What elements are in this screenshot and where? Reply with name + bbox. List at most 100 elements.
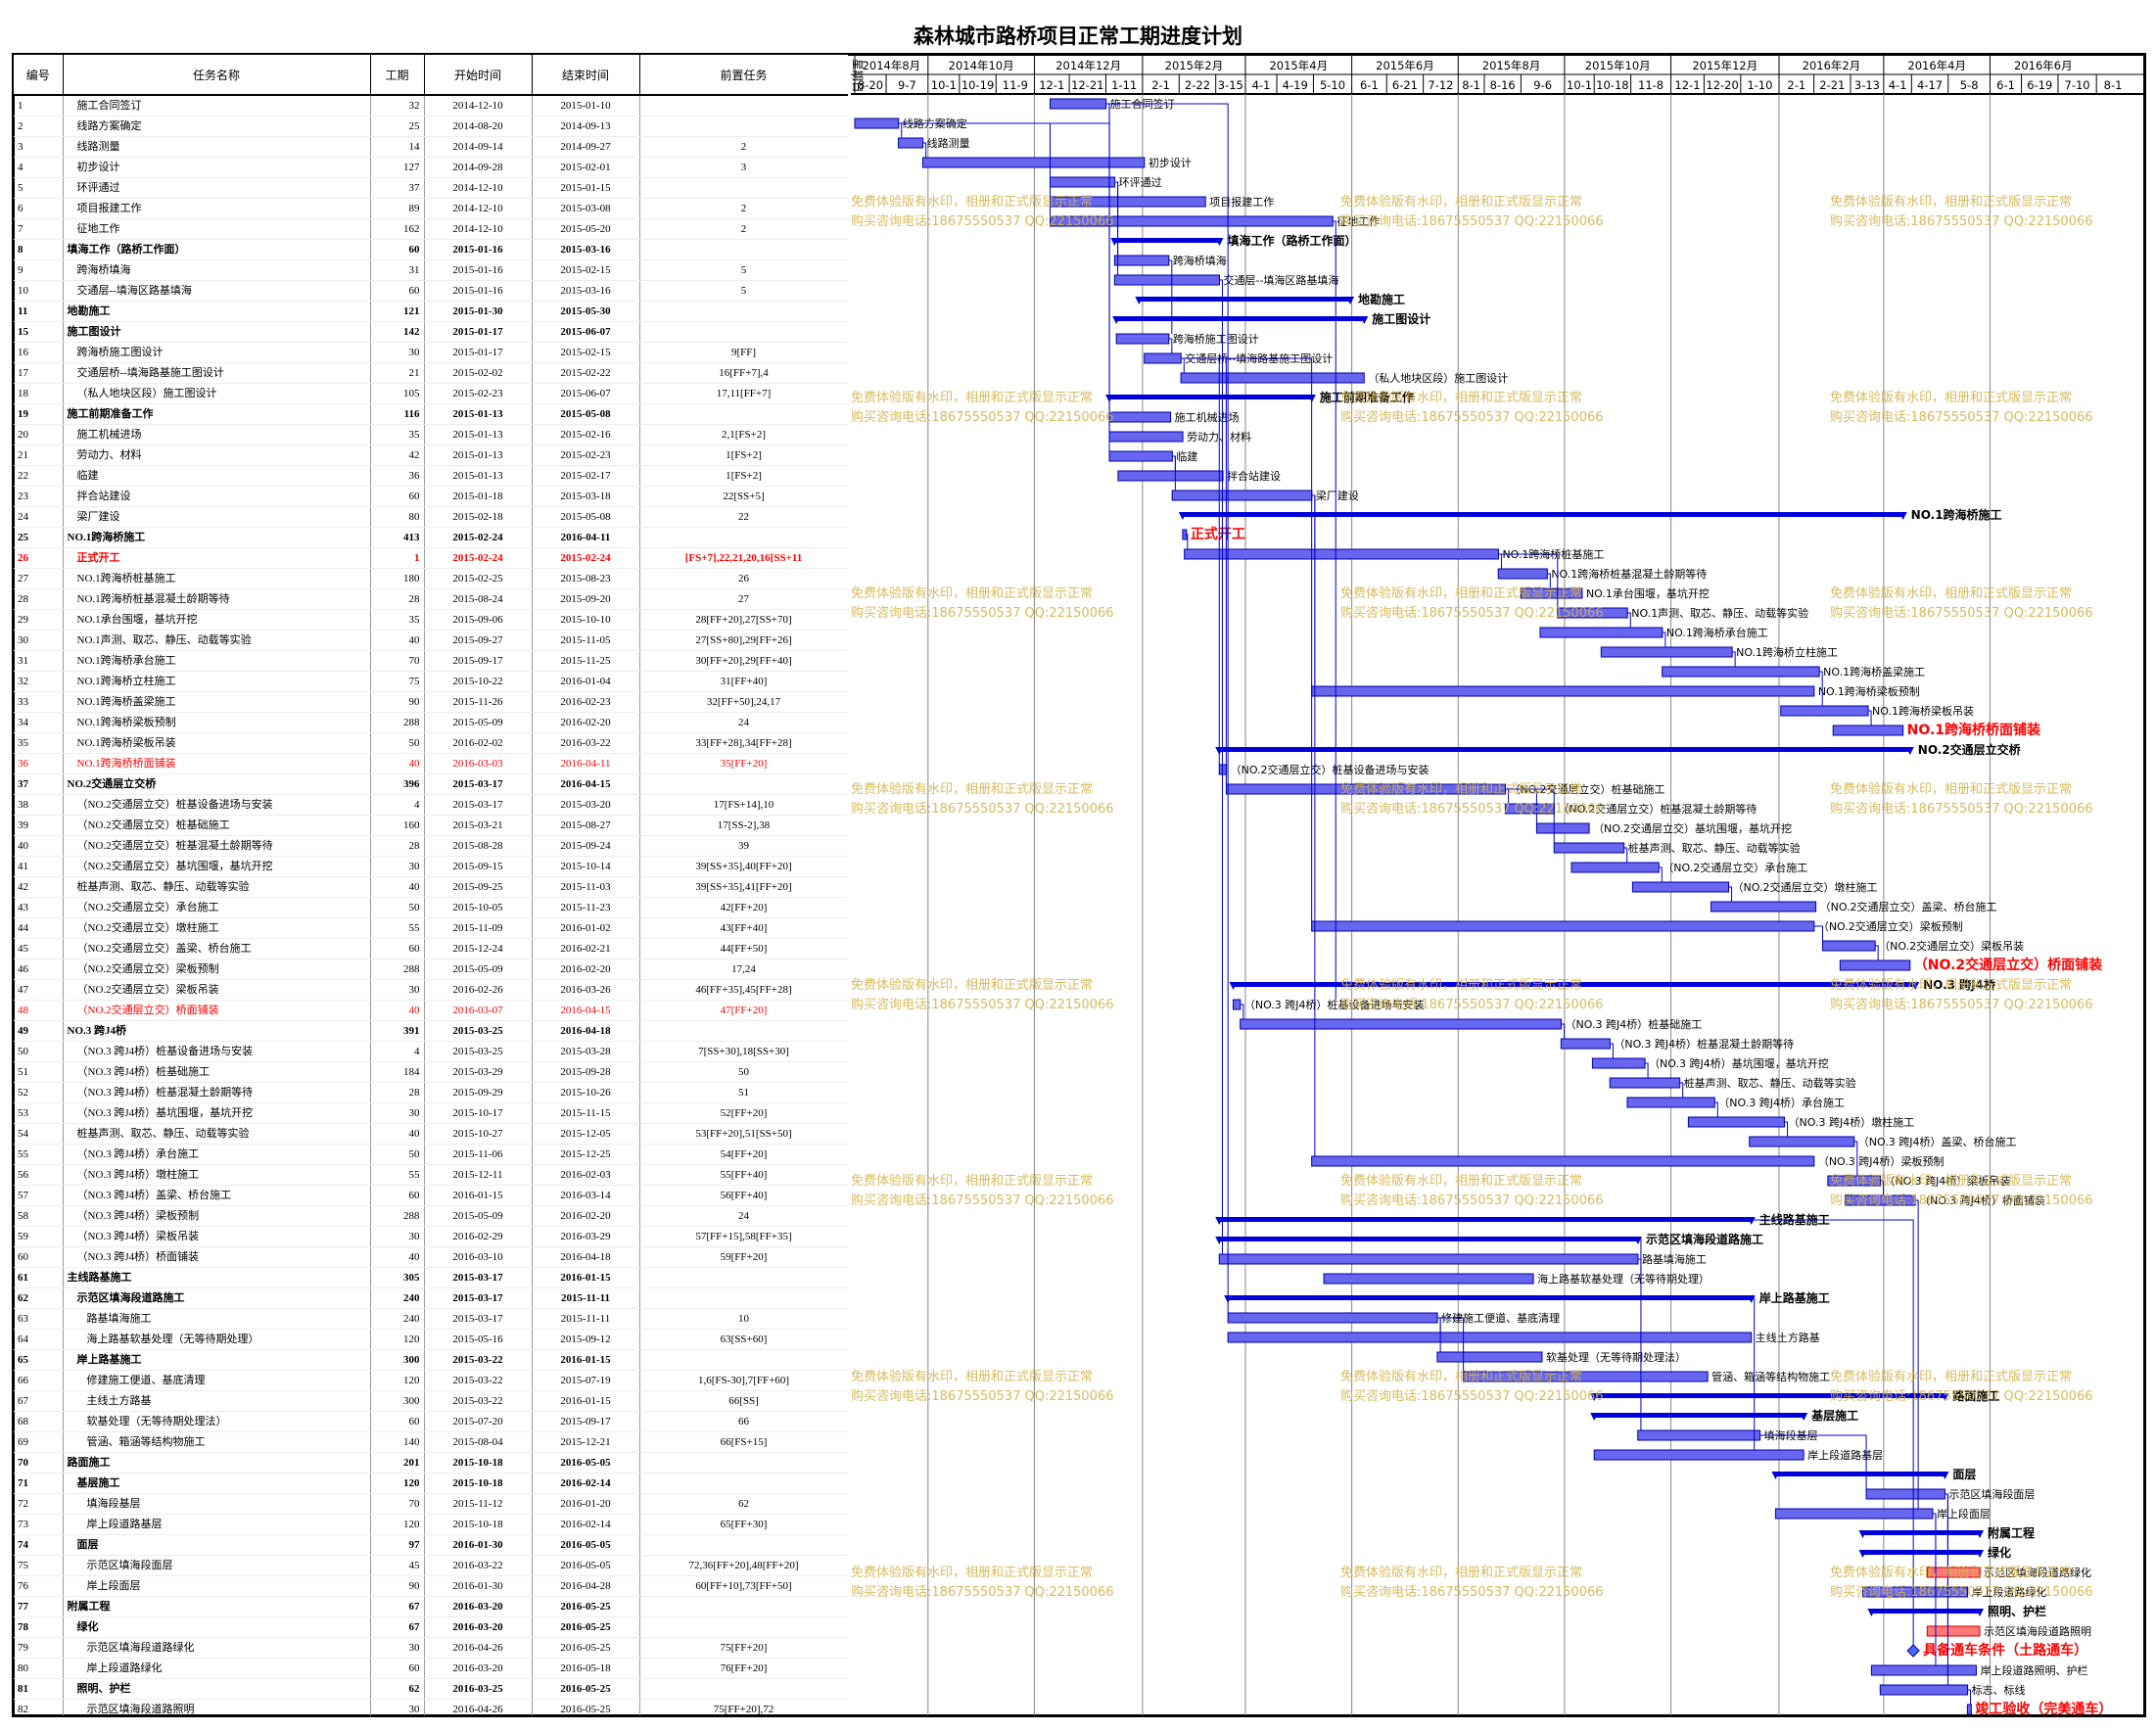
- task-bar[interactable]: [1609, 1077, 1681, 1089]
- table-row[interactable]: 56 （NO.3 跨J4桥）墩柱施工 55 2015-12-11 2016-02-03 5…: [14, 1164, 848, 1186]
- table-row[interactable]: 19 施工前期准备工作 116 2015-01-13 2015-05-08: [14, 403, 848, 425]
- task-bar[interactable]: [1311, 685, 1815, 697]
- header-id[interactable]: 编号: [14, 55, 64, 96]
- header-task-name[interactable]: 任务名称: [63, 55, 371, 96]
- table-row[interactable]: 38 （NO.2交通层立交）桩基设备进场与安装 4 2015-03-17 2015-03…: [14, 794, 848, 816]
- summary-bar[interactable]: [1182, 512, 1903, 517]
- task-bar[interactable]: [1115, 333, 1170, 345]
- table-row[interactable]: 53 （NO.3 跨J4桥）基坑围堰，基坑开挖 30 2015-10-17 2015-1…: [14, 1102, 848, 1124]
- task-bar[interactable]: [1218, 1253, 1639, 1265]
- task-bar[interactable]: [1637, 1429, 1761, 1441]
- header-predecessors[interactable]: 前置任务: [639, 55, 848, 96]
- task-bar[interactable]: [1144, 352, 1182, 364]
- table-row[interactable]: 76 岸上段面层 90 2016-01-30 2016-04-28 60[FF+10],7…: [14, 1575, 848, 1597]
- summary-bar[interactable]: [1862, 1530, 1981, 1535]
- task-bar[interactable]: [1323, 1273, 1534, 1285]
- table-row[interactable]: 59 （NO.3 跨J4桥）梁板吊装 30 2016-02-29 2016-03-29 5…: [14, 1226, 848, 1247]
- table-row[interactable]: 29 NO.1承台围堰，基坑开挖 35 2015-09-06 2015-10-10 28[…: [14, 609, 848, 631]
- table-row[interactable]: 67 主线土方路基 300 2015-03-22 2016-01-15 66[SS]: [14, 1390, 848, 1412]
- summary-bar[interactable]: [1116, 316, 1365, 321]
- header-duration[interactable]: 工期: [370, 55, 425, 96]
- table-row[interactable]: 39 （NO.2交通层立交）桩基础施工 160 2015-03-21 2015-08-2…: [14, 815, 848, 836]
- table-row[interactable]: 24 梁厂建设 80 2015-02-18 2015-05-08 22: [14, 506, 848, 528]
- task-bar[interactable]: [1311, 920, 1815, 932]
- table-row[interactable]: 5 环评通过 37 2014-12-10 2015-01-15: [14, 177, 848, 199]
- table-row[interactable]: 48 （NO.2交通层立交）桥面铺装 40 2016-03-07 2016-04-15 4…: [14, 1000, 848, 1021]
- table-row[interactable]: 69 管涵、箱涵等结构物施工 140 2015-08-04 2015-12-21 66[F…: [14, 1431, 848, 1453]
- task-bar[interactable]: [1593, 1449, 1804, 1461]
- task-bar[interactable]: [1600, 646, 1733, 658]
- summary-bar[interactable]: [1109, 395, 1312, 399]
- task-bar[interactable]: [1113, 274, 1220, 286]
- table-row[interactable]: 10 交通层--填海区路基填海 60 2015-01-16 2015-03-16 5: [14, 280, 848, 302]
- task-bar[interactable]: [1966, 1704, 1972, 1715]
- task-bar[interactable]: [1780, 705, 1869, 717]
- table-row[interactable]: 74 面层 97 2016-01-30 2016-05-05: [14, 1534, 848, 1556]
- table-row[interactable]: 58 （NO.3 跨J4桥）梁板预制 288 2015-05-09 2016-02-20…: [14, 1205, 848, 1227]
- table-row[interactable]: 73 岸上段道路基层 120 2015-10-18 2016-02-14 65[FF+30…: [14, 1514, 848, 1535]
- summary-bar[interactable]: [1228, 1295, 1752, 1300]
- table-row[interactable]: 66 修建施工便道、基底清理 120 2015-03-22 2015-07-19 1,6[…: [14, 1370, 848, 1391]
- milestone-diamond[interactable]: [1906, 1644, 1920, 1658]
- task-bar[interactable]: [1626, 1097, 1715, 1108]
- table-row[interactable]: 22 临建 36 2015-01-13 2015-02-17 1[FS+2]: [14, 465, 848, 487]
- task-bar[interactable]: [1711, 901, 1817, 912]
- table-row[interactable]: 77 附属工程 67 2016-03-20 2016-05-25: [14, 1596, 848, 1617]
- table-row[interactable]: 23 拌合站建设 60 2015-01-18 2015-03-18 22[SS+5]: [14, 486, 848, 507]
- task-bar[interactable]: [1240, 1018, 1563, 1030]
- task-bar[interactable]: [1865, 1488, 1945, 1500]
- table-row[interactable]: 7 征地工作 162 2014-12-10 2015-05-20 2: [14, 218, 848, 240]
- task-bar[interactable]: [1227, 1332, 1753, 1343]
- table-row[interactable]: 36 NO.1跨海桥桥面铺装 40 2016-03-03 2016-04-11 35[FF…: [14, 753, 848, 774]
- table-row[interactable]: 30 NO.1声测、取芯、静压、动载等实验 40 2015-09-27 2015-11-…: [14, 630, 848, 651]
- header-start[interactable]: 开始时间: [424, 55, 533, 96]
- summary-bar[interactable]: [1871, 1609, 1981, 1614]
- table-row[interactable]: 40 （NO.2交通层立交）桩基混凝土龄期等待 28 2015-08-28 2015-0…: [14, 835, 848, 857]
- task-bar[interactable]: [1553, 842, 1625, 854]
- table-row[interactable]: 71 基层施工 120 2015-10-18 2016-02-14: [14, 1473, 848, 1494]
- task-bar[interactable]: [1570, 862, 1660, 873]
- summary-bar[interactable]: [1594, 1413, 1804, 1418]
- table-row[interactable]: 75 示范区填海段面层 45 2016-03-22 2016-05-05 72,36[FF…: [14, 1555, 848, 1576]
- table-row[interactable]: 79 示范区填海段道路绿化 30 2016-04-26 2016-05-25 75[FF+…: [14, 1637, 848, 1659]
- table-row[interactable]: 65 岸上路基施工 300 2015-03-22 2016-01-15: [14, 1349, 848, 1371]
- table-row[interactable]: 16 跨海桥施工图设计 30 2015-01-17 2015-02-15 9[FF]: [14, 342, 848, 363]
- task-bar[interactable]: [1117, 470, 1224, 482]
- task-bar[interactable]: [1861, 1586, 1969, 1598]
- task-bar[interactable]: [1108, 450, 1173, 462]
- table-row[interactable]: 62 示范区填海段道路施工 240 2015-03-17 2015-11-11: [14, 1287, 848, 1309]
- task-bar[interactable]: [1171, 490, 1313, 501]
- task-bar[interactable]: [1108, 431, 1184, 443]
- task-bar[interactable]: [1631, 881, 1730, 893]
- table-row[interactable]: 82 示范区填海段道路照明 30 2016-04-26 2016-05-25 75[FF+…: [14, 1699, 848, 1715]
- table-row[interactable]: 37 NO.2交通层立交桥 396 2015-03-17 2016-04-15: [14, 773, 848, 795]
- table-row[interactable]: 51 （NO.3 跨J4桥）桩基础施工 184 2015-03-29 2015-09-2…: [14, 1061, 848, 1083]
- table-row[interactable]: 31 NO.1跨海桥承台施工 70 2015-09-17 2015-11-25 30[FF…: [14, 650, 848, 672]
- task-bar[interactable]: [1233, 999, 1242, 1010]
- table-row[interactable]: 49 NO.3 跨J4桥 391 2015-03-25 2016-04-18: [14, 1020, 848, 1042]
- task-bar[interactable]: [1227, 1312, 1438, 1324]
- task-bar[interactable]: [1539, 627, 1664, 638]
- table-row[interactable]: 43 （NO.2交通层立交）承台施工 50 2015-10-05 2015-11-23 4…: [14, 897, 848, 918]
- table-row[interactable]: 33 NO.1跨海桥盖梁施工 90 2015-11-26 2016-02-23 32[FF…: [14, 691, 848, 713]
- table-row[interactable]: 25 NO.1跨海桥施工 413 2015-02-24 2016-04-11: [14, 527, 848, 548]
- task-bar[interactable]: [1535, 822, 1590, 834]
- table-row[interactable]: 60 （NO.3 跨J4桥）桥面铺装 40 2016-03-10 2016-04-18 5…: [14, 1246, 848, 1268]
- task-bar[interactable]: [1832, 725, 1904, 736]
- task-bar[interactable]: [1184, 548, 1499, 560]
- table-row[interactable]: 1 施工合同签订 32 2014-12-10 2015-01-10: [14, 95, 848, 117]
- table-row[interactable]: 46 （NO.2交通层立交）梁板预制 288 2015-05-09 2016-02-20…: [14, 959, 848, 980]
- header-end[interactable]: 结束时间: [532, 55, 640, 96]
- table-row[interactable]: 21 劳动力、材料 42 2015-01-13 2015-02-23 1[FS+2]: [14, 444, 848, 466]
- table-row[interactable]: 54 桩基声测、取芯、静压、动载等实验 40 2015-10-27 2015-12-05…: [14, 1123, 848, 1145]
- task-bar[interactable]: [1463, 1371, 1709, 1382]
- table-row[interactable]: 70 路面施工 201 2015-10-18 2016-05-05: [14, 1452, 848, 1474]
- task-bar[interactable]: [1926, 1567, 1981, 1578]
- table-row[interactable]: 2 线路方案确定 25 2014-08-20 2014-09-13: [14, 116, 848, 137]
- task-bar[interactable]: [1180, 372, 1365, 384]
- task-bar[interactable]: [1497, 568, 1548, 580]
- table-row[interactable]: 4 初步设计 127 2014-09-28 2015-02-01 3: [14, 157, 848, 178]
- task-bar[interactable]: [1436, 1351, 1543, 1363]
- table-row[interactable]: 64 海上路基软基处理（无等待期处理） 120 2015-05-16 2015-09-1…: [14, 1329, 848, 1350]
- table-row[interactable]: 42 桩基声测、取芯、静压、动载等实验 40 2015-09-25 2015-11-03…: [14, 876, 848, 898]
